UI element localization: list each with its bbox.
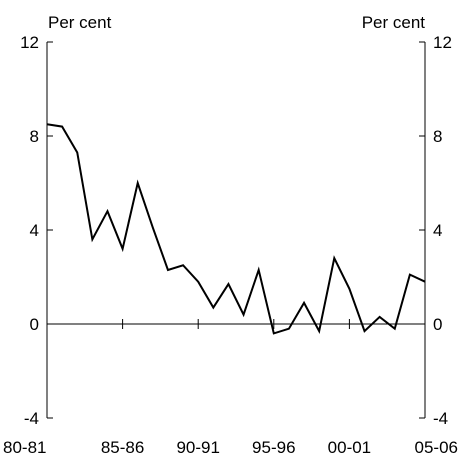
y-tick-label-left: 12 [20, 33, 39, 52]
x-tick-label: 95-96 [252, 438, 295, 457]
y-tick-label-right: -4 [433, 409, 448, 428]
left-axis-unit-label: Per cent [48, 13, 112, 32]
series-line [46, 123, 426, 335]
x-tick-label: 05-06 [415, 438, 458, 457]
y-axis-ticks: -4 -4 0 0 4 4 8 8 12 12 [20, 33, 452, 428]
x-axis-ticks: 80-81 85-86 90-91 95-96 00-01 05-06 [3, 319, 458, 457]
right-axis-unit-label: Per cent [362, 13, 426, 32]
y-tick-label-left: 4 [30, 221, 39, 240]
plot-area: -4 -4 0 0 4 4 8 8 12 12 80-81 85-86 90-91 95-96 00-01… [3, 33, 458, 457]
x-tick-label: 85-86 [101, 438, 144, 457]
x-tick-label: 90-91 [176, 438, 219, 457]
y-tick-label-left: 8 [30, 127, 39, 146]
y-tick-label-right: 8 [433, 127, 442, 146]
y-tick-label-right: 12 [433, 33, 452, 52]
data-series [46, 123, 426, 335]
y-tick-label-left: -4 [24, 409, 39, 428]
x-tick-label: 80-81 [3, 438, 46, 457]
y-tick-label-right: 0 [433, 315, 442, 334]
y-tick-label-left: 0 [30, 315, 39, 334]
y-tick-label-right: 4 [433, 221, 442, 240]
x-tick-label: 00-01 [328, 438, 371, 457]
